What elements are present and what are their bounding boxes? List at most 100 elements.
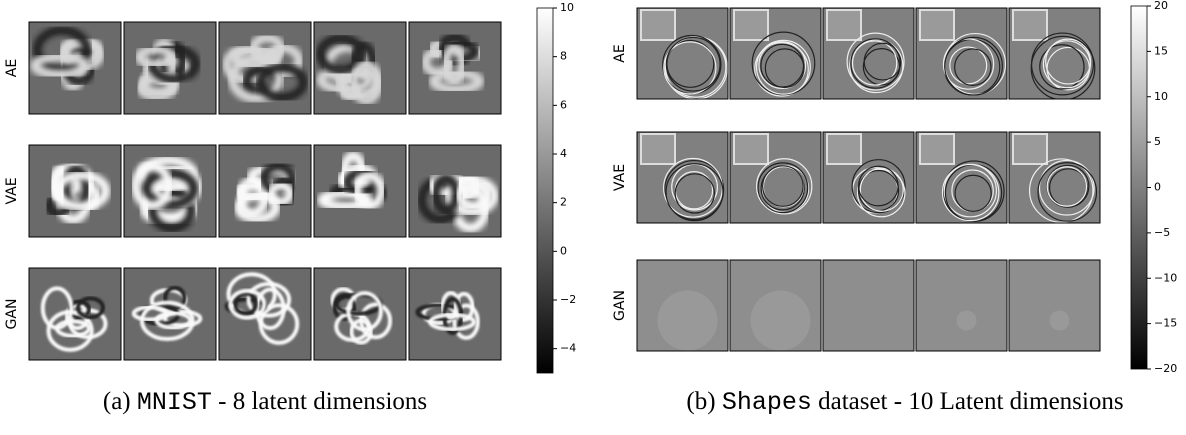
tile-border [408, 267, 502, 361]
tile-ring [858, 165, 899, 207]
tile-stroke [40, 286, 74, 330]
tile-content [637, 132, 728, 223]
tile-content [219, 268, 311, 360]
tile-ring [1046, 166, 1088, 207]
tile-content [637, 8, 728, 99]
colorbar [536, 7, 554, 374]
tile-disc [657, 290, 718, 351]
colorbar-tick-label: −5 [1154, 226, 1170, 239]
tile-border [408, 144, 502, 238]
tile-square [826, 133, 862, 165]
image-tile [313, 144, 407, 238]
tile-square [919, 133, 955, 165]
tile-border [822, 131, 915, 224]
tile-content [823, 132, 914, 223]
tile-border [1008, 131, 1101, 224]
tile-stroke [246, 281, 292, 318]
tile-content [124, 268, 216, 360]
caption-b: (b) Shapes dataset - 10 Latent dimension… [686, 388, 1123, 417]
colorbar-tick-label: 6 [560, 98, 567, 111]
tile-content [314, 22, 406, 114]
tile-border [729, 259, 822, 352]
image-tile [1008, 259, 1101, 352]
tile-content [1009, 260, 1100, 351]
image-tile [822, 7, 915, 100]
tile-square [919, 9, 955, 41]
tile-content [314, 145, 406, 237]
tile-content [124, 145, 216, 237]
tile-border [915, 7, 1008, 100]
tile-bg [823, 260, 914, 351]
caption-text: dataset - 10 Latent dimensions [818, 388, 1124, 415]
tile-ring [755, 39, 811, 95]
tile-content [730, 8, 821, 99]
tile-ring [758, 41, 807, 90]
tile-border [218, 267, 312, 361]
image-tile [28, 267, 122, 361]
tile-square [640, 133, 676, 165]
tile-square [1012, 9, 1048, 41]
image-tile [313, 267, 407, 361]
tile-content [314, 268, 406, 360]
tile-ring [755, 158, 813, 215]
tile-content [409, 268, 501, 360]
image-tile [408, 21, 502, 115]
tile-ring [1037, 162, 1098, 222]
image-tile [636, 259, 729, 352]
tile-content [1009, 132, 1100, 223]
row-label: AE [4, 59, 20, 77]
image-tile [822, 131, 915, 224]
image-tile [123, 144, 217, 238]
colorbar-tick-label: 10 [560, 1, 574, 14]
colorbar-tick-label: 10 [1154, 90, 1168, 103]
tile-stroke [352, 171, 386, 210]
colorbar-tick-label: 4 [560, 147, 567, 160]
tile-border [822, 7, 915, 100]
tile-content [823, 260, 914, 351]
tile-content [1009, 8, 1100, 99]
tile-square [733, 133, 769, 165]
colorbar-tick-label: 20 [1154, 0, 1168, 12]
caption-label: (a) [102, 388, 131, 415]
tile-content [637, 260, 728, 351]
tile-border [313, 21, 407, 115]
tile-ring [757, 162, 809, 214]
tile-square [640, 9, 676, 41]
tile-border [636, 7, 729, 100]
image-tile [1008, 7, 1101, 100]
colorbar-tick-label: 2 [560, 196, 567, 209]
image-tile [915, 259, 1008, 352]
image-tile [1008, 131, 1101, 224]
tile-stroke [454, 180, 492, 211]
caption-a: (a) MNIST - 8 latent dimensions [103, 388, 427, 417]
colorbar-tick-label: −4 [560, 342, 576, 355]
image-tile [408, 144, 502, 238]
tile-border [313, 144, 407, 238]
tile-ring [665, 163, 724, 222]
tile-border [1008, 259, 1101, 352]
image-tile [729, 131, 822, 224]
tile-stroke [228, 288, 267, 320]
caption-label: (b) [686, 388, 716, 415]
tile-ring [663, 41, 717, 95]
tile-content [219, 22, 311, 114]
tile-content [823, 8, 914, 99]
tile-disc [956, 310, 977, 331]
tile-border [408, 21, 502, 115]
tile-ring [754, 42, 809, 97]
tile-content [409, 22, 501, 114]
image-tile [729, 7, 822, 100]
tile-content [730, 132, 821, 223]
image-tile [218, 21, 312, 115]
tile-square [733, 9, 769, 41]
colorbar-tick-label: −2 [560, 293, 576, 306]
tile-ring [941, 163, 1000, 222]
tile-border [28, 21, 122, 115]
tile-content [29, 22, 121, 114]
tile-ring [851, 40, 898, 86]
tile-content [730, 260, 821, 351]
tile-stroke [134, 45, 177, 69]
tile-stroke [141, 168, 199, 210]
colorbar-tick-label: −10 [1154, 271, 1177, 284]
tile-bg [1009, 260, 1100, 351]
